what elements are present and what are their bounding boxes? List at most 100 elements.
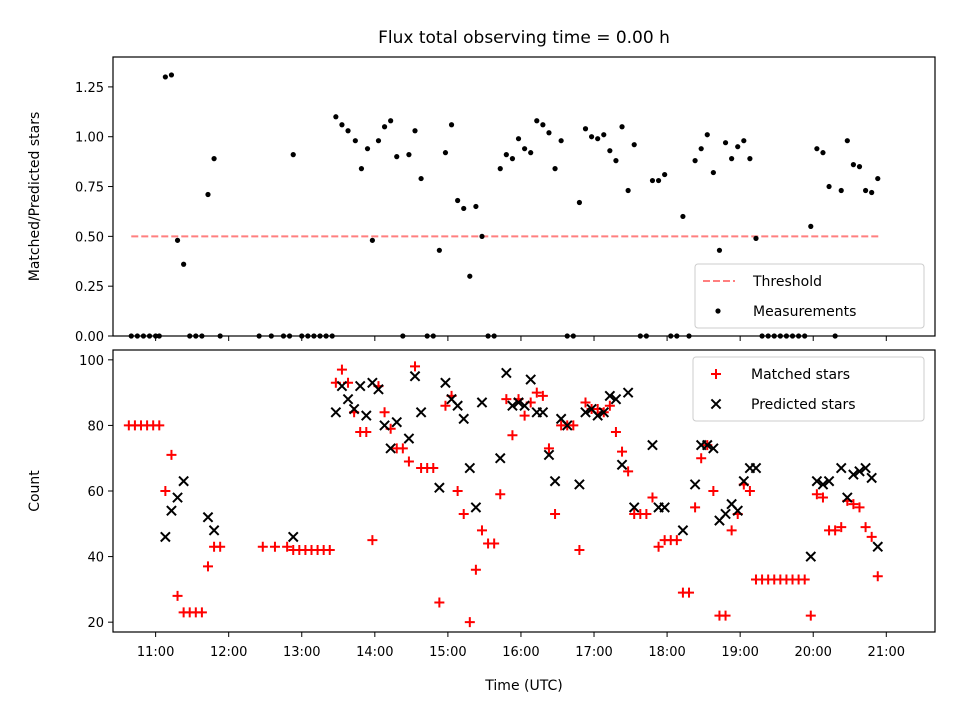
- bottom-point: [367, 535, 378, 546]
- bottom-point: [854, 502, 865, 513]
- bottom-point: [336, 364, 347, 375]
- bottom-point: [458, 413, 470, 425]
- bottom-point: [196, 607, 207, 618]
- bottom-point: [440, 400, 451, 411]
- top-y-axis-label: Matched/Predicted stars: [27, 112, 43, 282]
- bottom-point: [659, 502, 670, 513]
- top-point: [461, 205, 467, 212]
- bottom-point: [215, 541, 226, 552]
- top-point: [814, 146, 820, 152]
- bottom-point: [166, 505, 177, 516]
- bottom-point: [489, 538, 500, 549]
- top-point: [698, 146, 704, 152]
- top-point: [162, 74, 168, 80]
- bottom-point: [391, 416, 403, 428]
- bottom-point: [202, 511, 214, 523]
- bottom-point: [178, 475, 189, 487]
- bottom-point: [513, 397, 524, 408]
- bottom-point: [434, 597, 445, 608]
- bottom-point: [543, 443, 554, 454]
- bottom-point: [385, 443, 396, 454]
- bottom-point: [677, 525, 689, 536]
- bottom-legend-label: Predicted stars: [751, 397, 856, 413]
- bottom-point: [403, 433, 415, 444]
- bottom-point: [360, 410, 372, 421]
- bottom-point: [361, 426, 372, 437]
- top-legend-box: [694, 263, 925, 329]
- top-point: [455, 197, 461, 204]
- bottom-point: [464, 617, 475, 628]
- bottom-point: [647, 492, 658, 503]
- bottom-legend-swatch: [711, 369, 721, 379]
- bottom-point: [519, 410, 530, 421]
- top-point: [613, 158, 619, 164]
- bottom-point: [720, 610, 731, 621]
- top-point: [735, 144, 741, 150]
- bottom-point: [598, 406, 610, 418]
- top-point: [290, 152, 296, 158]
- top-point: [552, 166, 558, 172]
- bottom-point: [701, 439, 713, 451]
- top-point: [710, 169, 716, 176]
- bottom-point: [817, 492, 828, 503]
- bottom-point: [172, 492, 183, 503]
- bottom-point: [574, 479, 585, 490]
- top-point: [875, 175, 881, 182]
- bottom-point: [799, 574, 810, 585]
- bottom-point: [628, 502, 640, 513]
- bottom-x-tick-label: 21:00: [868, 645, 905, 660]
- top-y-tick-label: 0.25: [75, 280, 104, 295]
- top-point: [181, 261, 187, 267]
- top-point: [388, 118, 394, 124]
- top-point: [601, 132, 607, 138]
- bottom-point: [269, 541, 280, 552]
- top-point: [168, 72, 175, 78]
- bottom-point: [257, 541, 268, 552]
- bottom-point: [342, 393, 354, 405]
- bottom-point: [592, 410, 603, 421]
- top-point: [381, 124, 388, 130]
- bottom-panel: 20 40 60 80 100 11:00 12:00 13:00 14:00 15:00 16:0…: [27, 349, 936, 694]
- bottom-y-tick-label: 80: [87, 419, 104, 434]
- top-point: [582, 126, 589, 132]
- bottom-legend-swatch: [710, 398, 722, 410]
- top-point: [850, 162, 857, 168]
- top-y-tick-label: 1.25: [75, 81, 104, 96]
- bottom-x-tick-label: 11:00: [137, 645, 174, 660]
- top-point: [607, 148, 613, 154]
- top-point: [528, 150, 534, 156]
- top-point: [558, 138, 564, 144]
- bottom-point: [501, 367, 512, 379]
- bottom-point: [617, 446, 628, 457]
- top-point: [625, 187, 631, 194]
- bottom-point: [726, 525, 737, 536]
- top-point: [808, 223, 814, 229]
- bottom-point: [580, 397, 591, 408]
- bottom-point: [817, 479, 829, 490]
- bottom-point: [811, 489, 822, 500]
- top-point: [655, 177, 662, 184]
- top-legend-label: Threshold: [752, 274, 822, 290]
- bottom-y-tick-label: 40: [87, 551, 104, 566]
- bottom-legend-box: [692, 356, 925, 422]
- top-point: [174, 237, 181, 243]
- bottom-point: [574, 545, 585, 556]
- bottom-point: [415, 406, 427, 418]
- top-point: [497, 166, 503, 172]
- bottom-point: [348, 403, 360, 415]
- top-point: [522, 146, 528, 152]
- bottom-x-tick-label: 16:00: [502, 645, 539, 660]
- top-point: [588, 134, 595, 140]
- bottom-point: [805, 551, 817, 562]
- top-point: [704, 132, 710, 138]
- bottom-point: [160, 531, 171, 543]
- bottom-point: [434, 482, 445, 494]
- top-point: [716, 247, 723, 253]
- top-point: [509, 156, 516, 162]
- bottom-point: [282, 541, 293, 552]
- top-point: [662, 171, 668, 178]
- bottom-point: [580, 406, 591, 418]
- bottom-x-tick-label: 13:00: [283, 645, 320, 660]
- top-point: [333, 114, 339, 120]
